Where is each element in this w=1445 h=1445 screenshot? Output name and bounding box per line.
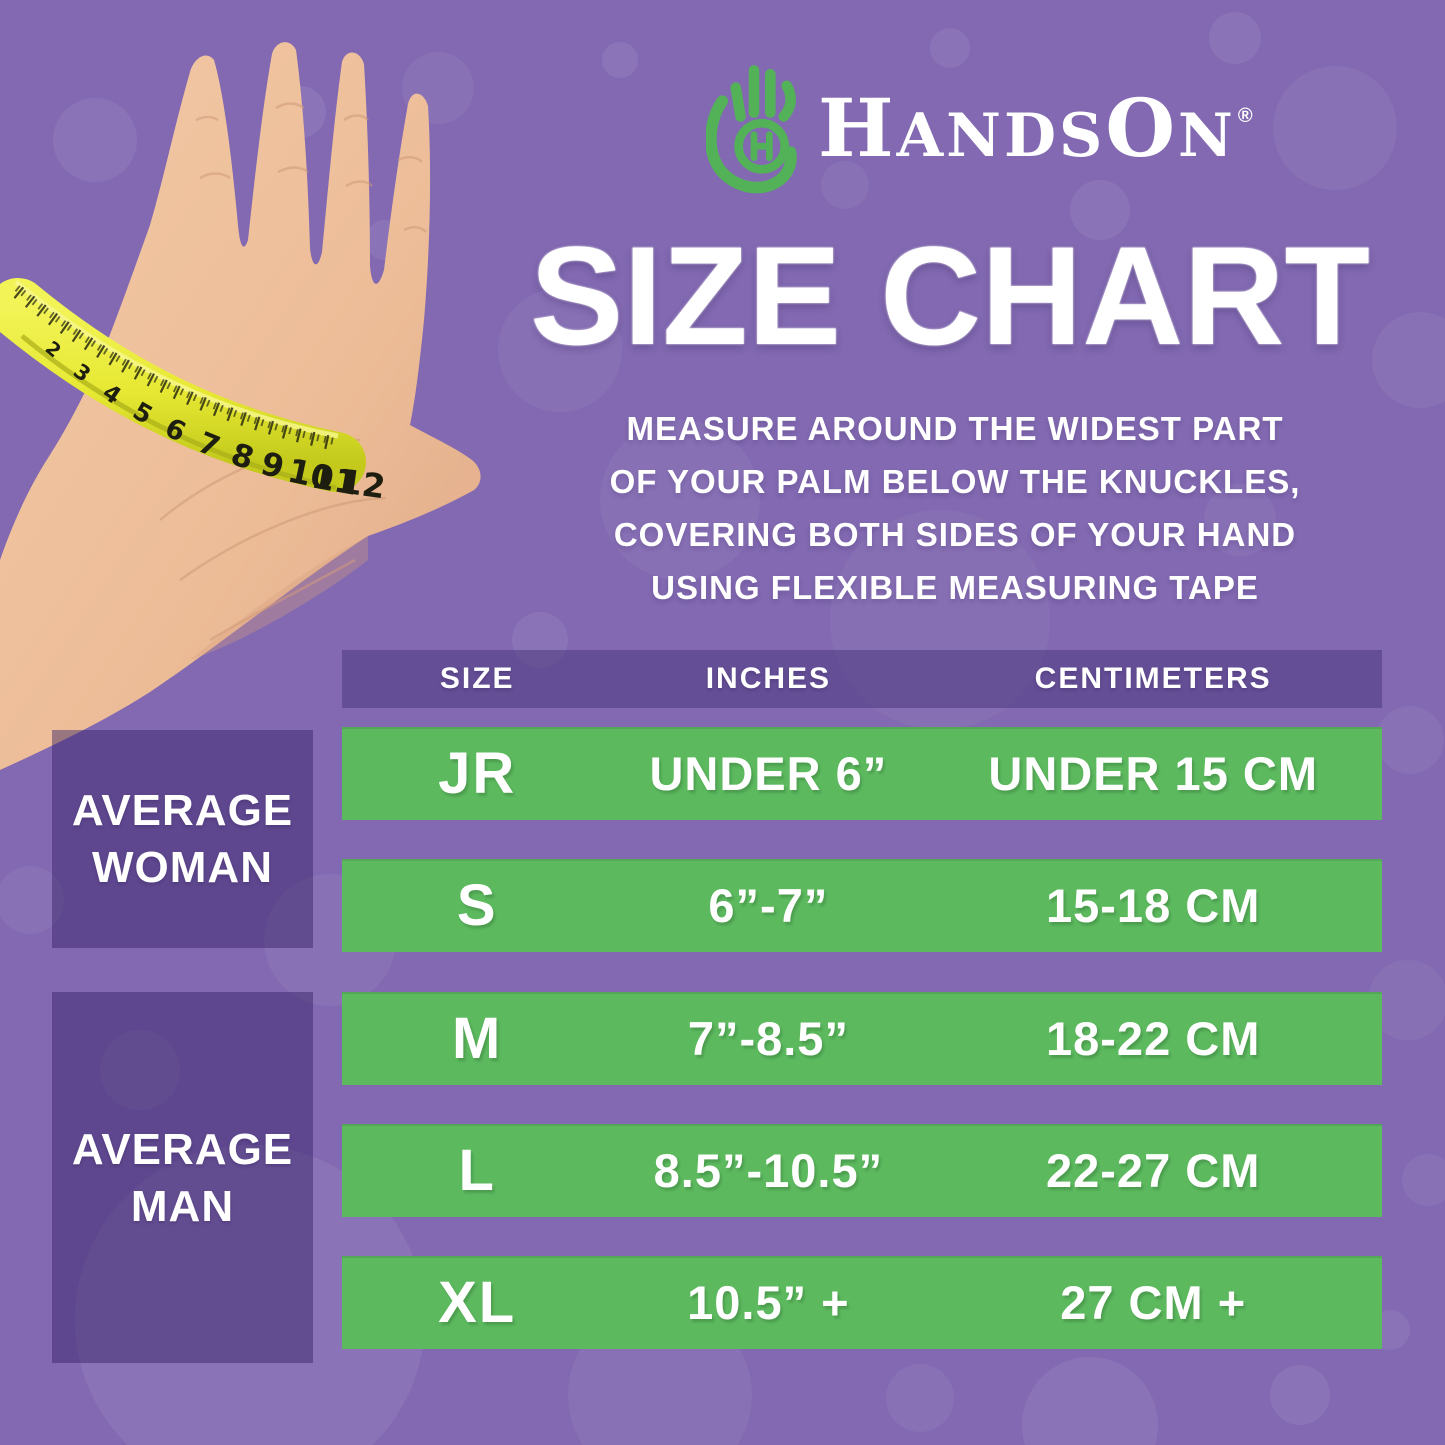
instructions-line: MEASURE AROUND THE WIDEST PART [626, 410, 1284, 447]
table-row-s: S 6”-7” 15-18 CM [342, 859, 1382, 952]
row-inches-value: UNDER 6” [649, 747, 888, 800]
brand-letters: ANDS [896, 101, 1106, 171]
row-size-value: S [456, 873, 498, 938]
row-inches-value: 10.5” + [687, 1276, 850, 1329]
row-size-value: L [458, 1138, 496, 1203]
group-label-average-woman: AVERAGE WOMAN [52, 730, 313, 948]
brand-name: HANDSON ® [818, 88, 1253, 171]
table-row-xl: XL 10.5” + 27 CM + [342, 1256, 1382, 1349]
row-inches-value: 8.5”-10.5” [653, 1144, 884, 1197]
instructions-line: USING FLEXIBLE MEASURING TAPE [651, 569, 1259, 606]
row-centimeters-value: 22-27 CM [1046, 1144, 1261, 1197]
brand-letter: N [1178, 101, 1236, 171]
row-centimeters-value: UNDER 15 CM [988, 747, 1318, 800]
instructions-line: OF YOUR PALM BELOW THE KNUCKLES, [609, 463, 1301, 500]
size-table-header: SIZE INCHES CENTIMETERS [342, 650, 1382, 708]
svg-text:12: 12 [337, 461, 388, 506]
group-label-average-man: AVERAGE MAN [52, 992, 313, 1363]
column-header-size: SIZE [439, 662, 515, 695]
page-title: SIZE CHART [530, 217, 1370, 374]
group-label-line: AVERAGE [71, 786, 294, 835]
column-header-inches: INCHES [705, 662, 832, 695]
column-header-centimeters: CENTIMETERS [1034, 662, 1272, 695]
row-centimeters-value: 27 CM + [1060, 1276, 1247, 1329]
instructions-line: COVERING BOTH SIDES OF YOUR HAND [613, 516, 1297, 553]
row-size-value: XL [438, 1270, 517, 1335]
hand-with-measuring-tape-image: 2 3 4 5 6 7 8 9 10 11 12 [0, 42, 481, 770]
registered-trademark-symbol: ® [1237, 104, 1253, 127]
table-row-l: L 8.5”-10.5” 22-27 CM [342, 1124, 1382, 1217]
group-label-line: WOMAN [92, 843, 273, 892]
brand-letter: H [818, 81, 897, 175]
table-row-m: M 7”-8.5” 18-22 CM [342, 992, 1382, 1085]
brand-hand-icon [706, 65, 797, 194]
brand-letter: O [1105, 81, 1179, 175]
row-centimeters-value: 18-22 CM [1046, 1012, 1261, 1065]
row-inches-value: 6”-7” [708, 879, 829, 932]
table-row-jr: JR UNDER 6” UNDER 15 CM [342, 727, 1382, 820]
row-size-value: M [452, 1006, 503, 1071]
row-centimeters-value: 15-18 CM [1046, 879, 1261, 932]
svg-text:11: 11 [309, 456, 361, 502]
tape-ticks-short [14, 285, 338, 446]
measuring-tape: 2 3 4 5 6 7 8 9 10 11 12 [0, 278, 388, 506]
group-label-line: AVERAGE [71, 1124, 294, 1174]
row-inches-value: 7”-8.5” [687, 1012, 849, 1065]
svg-text:10: 10 [284, 451, 337, 499]
measuring-instructions: MEASURE AROUND THE WIDEST PART OF YOUR P… [455, 402, 1445, 614]
hand-shading [190, 536, 368, 660]
row-size-value: JR [438, 741, 517, 806]
group-label-line: MAN [130, 1181, 235, 1231]
